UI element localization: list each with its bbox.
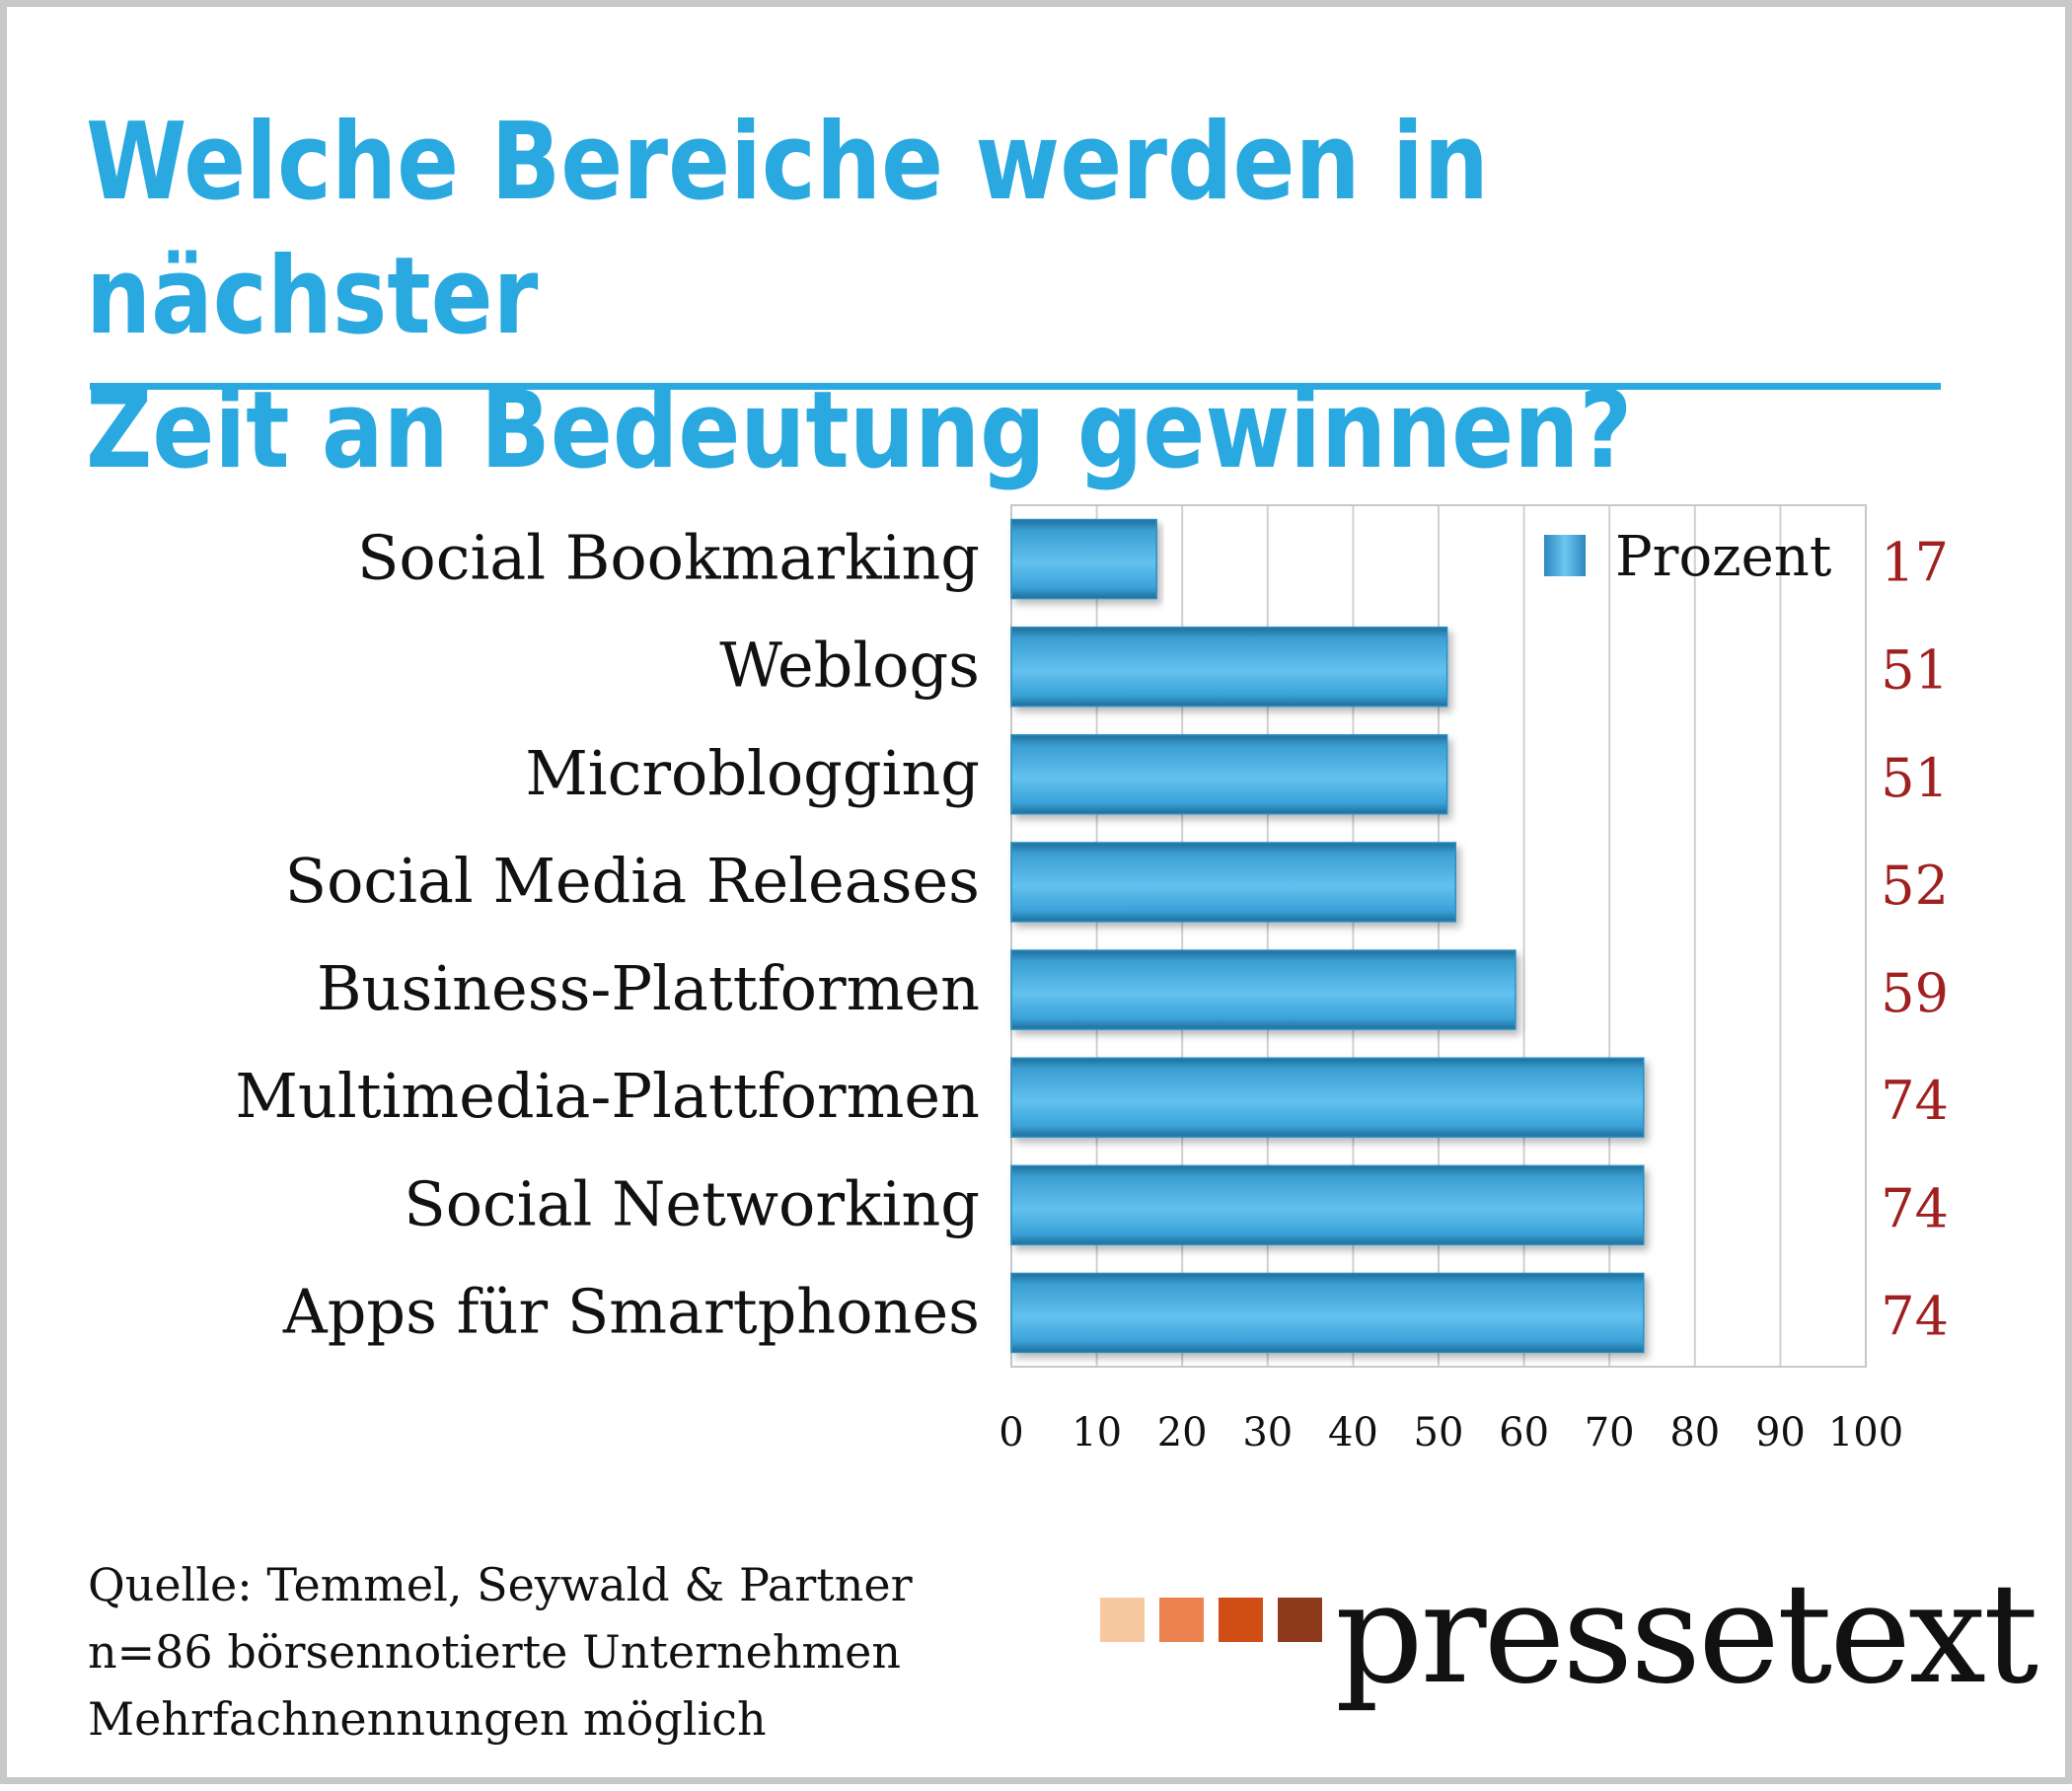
sample-line: n=86 börsennotierte Unternehmen (88, 1625, 902, 1679)
category-label: Apps für Smartphones (282, 1275, 980, 1347)
bar (1010, 1057, 1645, 1138)
bar (1010, 626, 1448, 708)
value-label: 17 (1881, 532, 1949, 594)
x-tick-label: 50 (1414, 1410, 1464, 1455)
logo-square-4 (1278, 1598, 1322, 1642)
bar (1010, 734, 1448, 815)
category-label: Social Bookmarking (357, 522, 980, 594)
bar (1010, 1272, 1645, 1354)
value-label: 51 (1881, 639, 1949, 702)
note-line: Mehrfachnennungen möglich (88, 1692, 767, 1746)
source-note: Quelle: Temmel, Seywald & Partner n=86 b… (88, 1551, 913, 1753)
x-tick-label: 80 (1669, 1410, 1720, 1455)
x-tick-label: 90 (1755, 1410, 1806, 1455)
bar (1010, 1164, 1645, 1246)
bar-chart: Social Bookmarking 17 Weblogs 51 Microbloggi… (235, 504, 1949, 1455)
x-tick-label: 20 (1157, 1410, 1208, 1455)
logo-square-2 (1159, 1598, 1204, 1642)
x-tick-label: 40 (1328, 1410, 1378, 1455)
x-tick-label: 30 (1242, 1410, 1293, 1455)
x-tick-label: 0 (999, 1410, 1023, 1455)
x-tick-label: 60 (1499, 1410, 1549, 1455)
value-label: 52 (1881, 855, 1949, 917)
category-label: Microblogging (525, 737, 980, 809)
bar (1010, 949, 1517, 1030)
legend-swatch (1544, 535, 1586, 576)
legend-label: Prozent (1615, 525, 1832, 589)
value-label: 51 (1881, 747, 1949, 809)
category-label: Weblogs (719, 630, 980, 702)
category-label: Multimedia-Plattformen (235, 1060, 980, 1132)
category-label: Social Networking (404, 1167, 980, 1239)
x-tick-label: 10 (1072, 1410, 1122, 1455)
logo-square-1 (1100, 1598, 1145, 1642)
value-label: 74 (1881, 1070, 1949, 1132)
x-tick-label: 70 (1585, 1410, 1635, 1455)
title-underline (90, 383, 1941, 390)
bar (1010, 842, 1457, 923)
logo-wordmark: pressetext (1335, 1554, 2038, 1715)
x-tick-label: 100 (1828, 1410, 1903, 1455)
value-label: 74 (1881, 1177, 1949, 1239)
category-label: Social Media Releases (285, 845, 980, 917)
category-label: Business-Plattformen (317, 952, 980, 1024)
value-label: 59 (1881, 962, 1949, 1024)
value-label: 74 (1881, 1285, 1949, 1347)
logo-square-3 (1219, 1598, 1263, 1642)
source-line: Quelle: Temmel, Seywald & Partner (88, 1558, 913, 1611)
plot-border (1010, 504, 1867, 1368)
bar (1010, 518, 1157, 600)
title-line-1: Welche Bereiche werden in nächster (86, 101, 1489, 358)
